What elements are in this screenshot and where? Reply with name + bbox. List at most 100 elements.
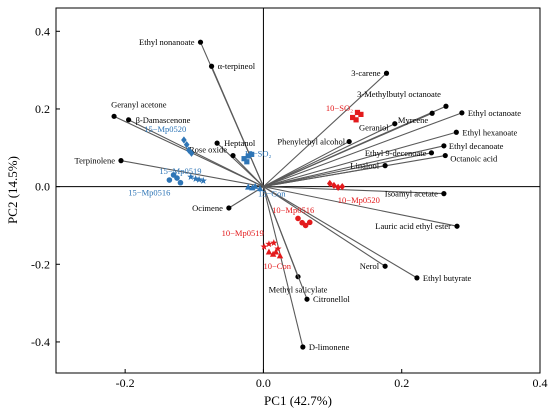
- sample-point: [306, 219, 313, 226]
- sample-point: [185, 146, 192, 154]
- loading-label: Octanoic acid: [450, 154, 498, 164]
- x-tick-label: -0.2: [116, 376, 135, 390]
- loading-point: [118, 158, 124, 164]
- sample-point: [199, 176, 207, 184]
- sample-group: 10−Mp0520: [327, 179, 380, 205]
- loading-line: [263, 165, 386, 188]
- sample-point: [181, 136, 187, 144]
- loading-point: [230, 152, 236, 159]
- sample-point: [166, 177, 173, 183]
- sample-point: [177, 179, 184, 186]
- sample-point: [353, 117, 359, 123]
- sample-group: 15−SO₂: [241, 149, 271, 165]
- loading-label: 3-Methylbutyl octanoate: [357, 89, 441, 99]
- sample-point: [295, 215, 301, 222]
- loading-point: [443, 103, 449, 109]
- loading-label: Ethyl octanoate: [468, 108, 521, 118]
- sample-point: [265, 240, 273, 248]
- loading-point: [300, 344, 306, 350]
- loading-label: Citronellol: [313, 294, 350, 304]
- y-tick-label: 0.4: [35, 24, 50, 38]
- sample-group: 10−Mp0516: [272, 205, 314, 229]
- loading-point: [214, 140, 220, 146]
- loading-point: [304, 296, 310, 302]
- loading-line: [263, 131, 457, 188]
- loading-point: [429, 110, 435, 116]
- x-tick-label: 0.2: [394, 376, 409, 390]
- loading-label: Geranyl acetone: [111, 99, 167, 109]
- sample-group-label: 10−Mp0519: [222, 228, 264, 238]
- loading-line: [263, 112, 433, 188]
- loading-line: [263, 72, 387, 188]
- sample-group-label: 15−Mp0516: [128, 187, 170, 197]
- loading-label: Terpinolene: [75, 156, 116, 166]
- loading-point: [459, 110, 465, 116]
- loading-label: 3-carene: [351, 68, 380, 78]
- y-tick-label: -0.2: [31, 257, 50, 271]
- sample-groups: 15−Mp0520 15−Mp0519 15−Mp0516 15−SO₂ 15−Con 1…: [128, 103, 380, 271]
- loading-point: [226, 205, 232, 211]
- sample-point: [183, 141, 190, 149]
- loading-label: Linalool: [350, 161, 379, 171]
- sample-point: [302, 222, 309, 229]
- loading-label: Myrcene: [398, 115, 428, 125]
- sample-point: [260, 243, 268, 250]
- loading-label: Lauric acid ethyl ester: [375, 221, 451, 231]
- loading-point: [111, 113, 117, 119]
- sample-point: [174, 175, 180, 181]
- loading-point: [208, 63, 215, 69]
- loading-line: [120, 160, 264, 188]
- loading-line: [232, 155, 264, 188]
- sample-point: [272, 248, 280, 255]
- sample-point: [245, 183, 252, 190]
- sample-point: [331, 181, 337, 190]
- loading-point: [441, 191, 447, 197]
- sample-point: [276, 252, 284, 259]
- loading-label: Ethyl hexanoate: [462, 127, 517, 137]
- sample-point: [358, 111, 364, 117]
- loading-point: [382, 263, 388, 269]
- sample-point: [249, 151, 255, 157]
- y-tick-label: 0.2: [35, 102, 50, 116]
- sample-group: 15−Con: [245, 182, 286, 199]
- loading-line: [263, 123, 396, 188]
- loading-point: [346, 138, 352, 145]
- sample-group-label: 15−SO₂: [244, 149, 271, 159]
- loading-line: [263, 145, 445, 188]
- loading-label: β-Damascenone: [136, 115, 191, 125]
- loading-label: Isoamyl acetate: [385, 189, 438, 199]
- zero-reference-lines: [56, 8, 540, 373]
- y-axis-label: PC2 (14.5%): [5, 156, 20, 224]
- loading-line: [128, 119, 264, 188]
- loading-point: [454, 223, 460, 229]
- sample-group: 10−SO₂: [326, 103, 364, 123]
- loading-line: [263, 152, 432, 188]
- loading-label: Methyl salicylate: [269, 285, 328, 295]
- loading-line: [263, 186, 444, 195]
- loading-line: [262, 186, 304, 348]
- sample-group-label: 10−Mp0520: [338, 195, 380, 205]
- sample-point: [354, 109, 361, 116]
- loading-label: Ocimene: [192, 203, 223, 213]
- y-tick-label: 0.0: [35, 180, 50, 194]
- plot-frame: [55, 7, 541, 374]
- sample-point: [249, 184, 256, 191]
- sample-point: [245, 153, 251, 159]
- loading-label: Nerol: [360, 261, 380, 271]
- x-axis-label: PC1 (42.7%): [264, 393, 332, 408]
- sample-point: [327, 179, 333, 188]
- loading-point: [442, 152, 448, 159]
- loading-point: [383, 70, 390, 76]
- sample-group-label: 10−Con: [264, 261, 292, 271]
- loading-label: D-limonene: [309, 342, 350, 352]
- loading-point: [453, 129, 459, 135]
- sample-group-label: 10−SO₂: [326, 103, 353, 113]
- sample-point: [244, 159, 250, 165]
- sample-point: [195, 175, 203, 183]
- sample-point: [339, 183, 346, 191]
- sample-group-label: 15−Mp0520: [144, 124, 186, 134]
- sample-group: 15−Mp0519: [159, 166, 207, 184]
- x-tick-label: 0.4: [533, 376, 548, 390]
- loading-point: [126, 117, 132, 123]
